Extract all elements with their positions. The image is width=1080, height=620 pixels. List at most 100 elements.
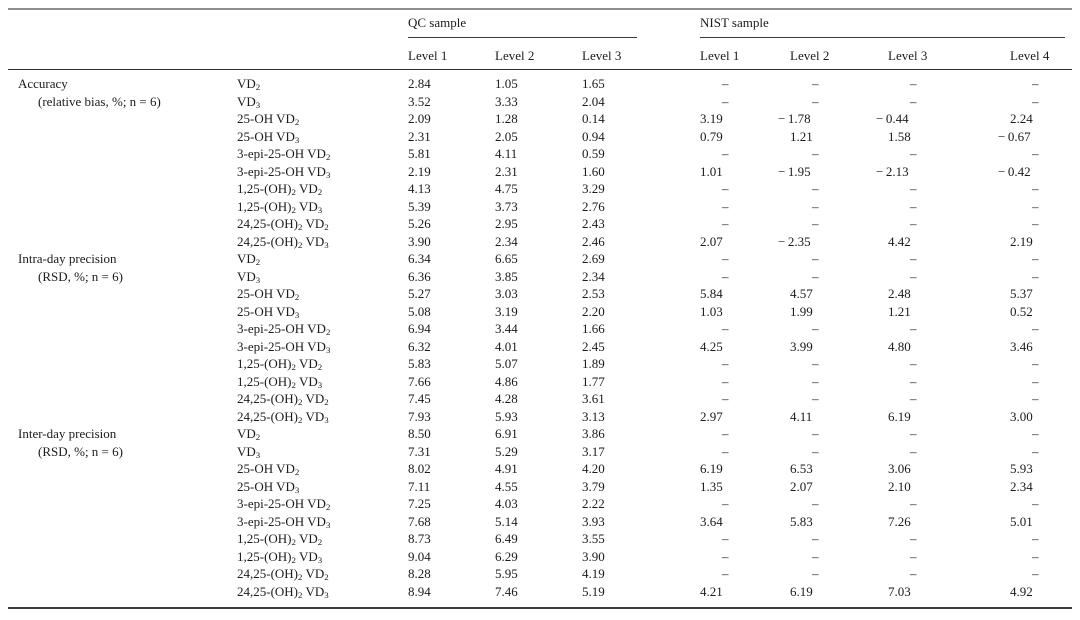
cell-nist-value: – [722, 93, 729, 109]
cell-nist-value: – [722, 443, 729, 459]
cell-qc-value: 4.28 [495, 391, 518, 406]
cell-qc-value: 3.79 [582, 478, 605, 494]
cell-nist-value: – [722, 181, 729, 196]
cell-analyte: 25-OH VD2 [237, 286, 300, 302]
table-top-rule [8, 8, 1072, 10]
cell-nist-value: − 0.67 [998, 128, 1072, 146]
cell-analyte: 3-epi-25-OH VD2 [237, 146, 331, 162]
cell-qc-value: 1.89 [582, 356, 605, 371]
cell-qc-value: 3.33 [495, 93, 518, 109]
table-row: 1,25-(OH)2 VD2 4.13 4.75 3.29 – – – – [8, 180, 1072, 198]
cell-qc-value: 3.52 [408, 93, 431, 109]
cell-nist-value: – [812, 216, 819, 231]
cell-nist-value: – [812, 496, 819, 511]
cell-nist-value: – [1032, 216, 1039, 231]
cell-analyte: 25-OH VD3 [237, 303, 300, 320]
table-row: 3-epi-25-OH VD3 6.32 4.01 2.45 4.25 3.99 4.80 3… [8, 338, 1072, 356]
cell-qc-value: 4.86 [495, 373, 518, 389]
cell-qc-value: 0.59 [582, 146, 605, 161]
section-label-spacer [8, 583, 237, 601]
table-row: 24,25-(OH)2 VD2 8.28 5.95 4.19 – – – – [8, 565, 1072, 583]
cell-qc-value: 6.91 [495, 426, 518, 441]
cell-nist-value: – [1032, 391, 1039, 406]
cell-nist-value: – [1032, 531, 1039, 546]
section-label-spacer [8, 548, 237, 566]
cell-nist-value: – [722, 426, 729, 441]
cell-analyte: VD3 [237, 93, 261, 110]
cell-nist-value: 6.19 [888, 408, 911, 424]
cell-nist-value: – [1032, 548, 1039, 564]
section-label-spacer [8, 478, 237, 496]
table-row: 3-epi-25-OH VD2 7.25 4.03 2.22 – – – – [8, 495, 1072, 513]
cell-nist-value: – [1032, 76, 1039, 91]
cell-qc-value: 7.68 [408, 513, 431, 529]
cell-qc-value: 3.61 [582, 391, 605, 406]
cell-analyte: 1,25-(OH)2 VD2 [237, 356, 323, 372]
cell-nist-value: 4.11 [790, 408, 813, 424]
cell-analyte: 3-epi-25-OH VD2 [237, 496, 331, 512]
negative-value: − 1.78 [778, 111, 811, 126]
column-header-qc-level-3: Level 3 [582, 48, 622, 63]
cell-nist-value: − 0.44 [876, 110, 1010, 128]
cell-nist-value: – [812, 76, 819, 91]
cell-qc-value: 1.60 [582, 163, 605, 179]
cell-nist-value: 4.25 [700, 338, 723, 354]
cell-nist-value: – [812, 531, 819, 546]
cell-nist-value: – [1032, 198, 1039, 214]
cell-qc-value: 3.03 [495, 286, 518, 301]
cell-qc-value: 7.31 [408, 443, 431, 459]
table-header-group-row: QC sample NIST sample [8, 10, 1072, 38]
cell-nist-value: – [812, 268, 819, 284]
table-row: 1,25-(OH)2 VD2 8.73 6.49 3.55 – – – – [8, 530, 1072, 548]
cell-qc-value: 6.94 [408, 321, 431, 336]
table-body: Accuracy VD2 2.84 1.05 1.65– – – – (relative bia… [0, 70, 1080, 607]
cell-nist-value: – [722, 566, 729, 581]
cell-qc-value: 5.93 [495, 408, 518, 424]
cell-nist-value: 1.01 [700, 163, 723, 179]
cell-qc-value: 2.31 [495, 163, 518, 179]
cell-analyte: VD2 [237, 426, 261, 442]
cell-qc-value: 3.17 [582, 443, 605, 459]
cell-qc-value: 9.04 [408, 548, 431, 564]
cell-qc-value: 2.45 [582, 338, 605, 354]
cell-analyte: 25-OH VD3 [237, 478, 300, 495]
negative-value: − 1.95 [778, 163, 811, 179]
cell-qc-value: 2.05 [495, 128, 518, 144]
section-sublabel: (relative bias, %; n = 6) [38, 93, 161, 109]
cell-nist-value: – [910, 443, 917, 459]
cell-qc-value: 4.13 [408, 181, 431, 196]
table-row: 3-epi-25-OH VD2 5.81 4.11 0.59 – – – – [8, 145, 1072, 163]
cell-qc-value: 3.90 [408, 233, 431, 249]
cell-qc-value: 7.25 [408, 496, 431, 511]
cell-analyte: 1,25-(OH)2 VD2 [237, 181, 323, 197]
cell-nist-value: 2.07 [700, 233, 723, 249]
cell-nist-value: 3.00 [1010, 408, 1033, 424]
cell-nist-value: – [910, 76, 917, 91]
section-label-spacer [8, 285, 237, 303]
cell-nist-value: – [1032, 356, 1039, 371]
cell-nist-value: – [910, 181, 917, 196]
cell-qc-value: 1.66 [582, 321, 605, 336]
table-row: (RSD, %; n = 6) VD3 6.36 3.85 2.34 – – – – [8, 268, 1072, 286]
cell-qc-value: 3.85 [495, 268, 518, 284]
cell-analyte: 1,25-(OH)2 VD2 [237, 531, 323, 547]
cell-nist-value: – [910, 268, 917, 284]
cell-qc-value: 4.20 [582, 461, 605, 476]
section-label-spacer [8, 163, 237, 181]
cell-qc-value: 6.32 [408, 338, 431, 354]
cell-nist-value: 6.19 [790, 583, 813, 599]
column-header-nist-level-2: Level 2 [790, 48, 830, 63]
table-row: 3-epi-25-OH VD2 6.94 3.44 1.66 – – – – [8, 320, 1072, 338]
cell-qc-value: 4.91 [495, 461, 518, 476]
table-row: 25-OH VD3 2.31 2.05 0.94 0.79 1.21 1.58 − 0.67 [8, 128, 1072, 146]
cell-nist-value: – [812, 321, 819, 336]
section-label-spacer [8, 110, 237, 128]
cell-nist-value: – [1032, 321, 1039, 336]
cell-nist-value: – [910, 146, 917, 161]
cell-nist-value: 2.10 [888, 478, 911, 494]
cell-analyte: 24,25-(OH)2 VD3 [237, 408, 329, 425]
cell-nist-value: – [1032, 146, 1039, 161]
table-row: 3-epi-25-OH VD3 7.68 5.14 3.93 3.64 5.83 7.26 5… [8, 513, 1072, 531]
cell-qc-value: 0.94 [582, 128, 605, 144]
